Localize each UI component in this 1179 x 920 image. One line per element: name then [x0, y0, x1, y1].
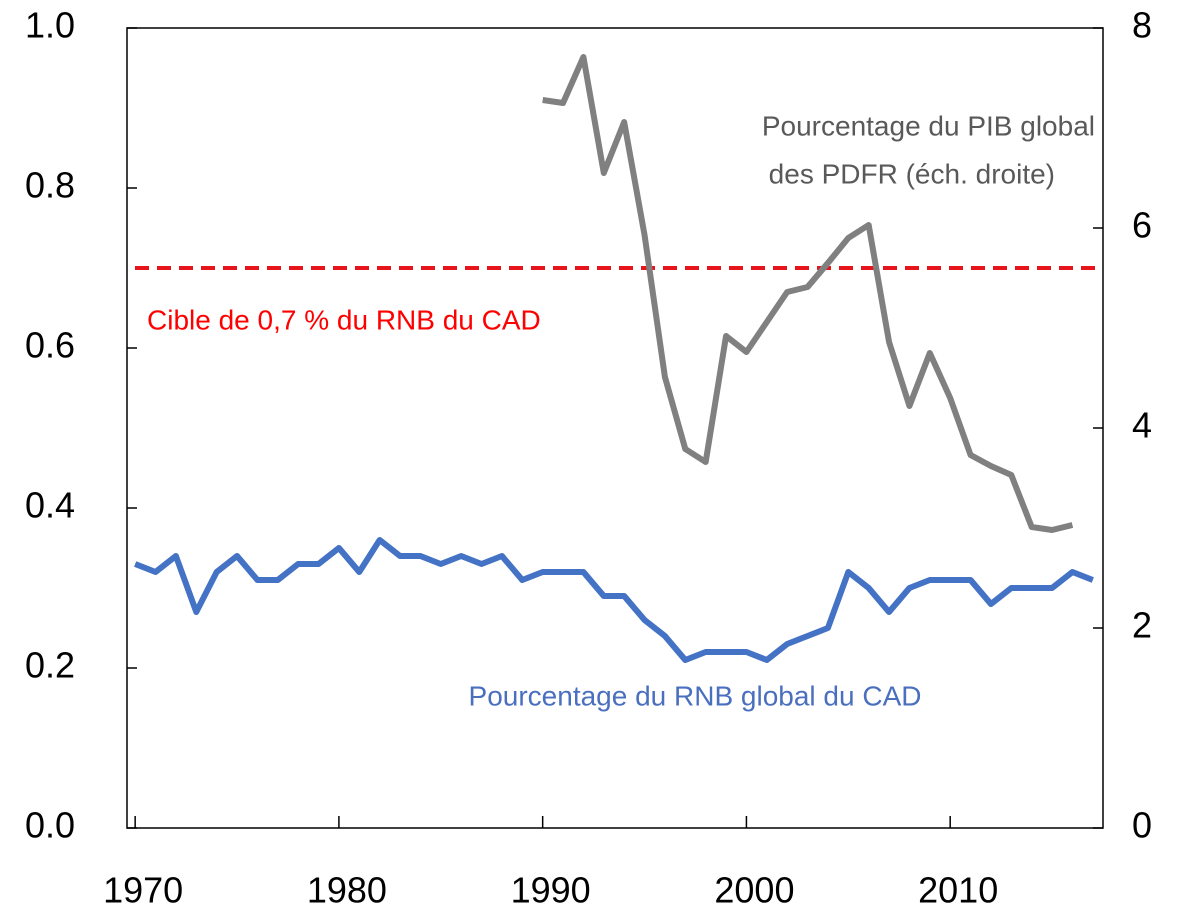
y2-tick-label: 2: [1132, 605, 1152, 646]
y2-tick-label: 0: [1132, 805, 1152, 846]
annotation: Pourcentage du PIB global: [762, 110, 1095, 141]
y-tick-label: 0.0: [25, 805, 75, 846]
y-tick-label: 0.2: [25, 645, 75, 686]
y2-tick-label: 4: [1132, 405, 1152, 446]
y2-tick-label: 8: [1132, 5, 1152, 46]
x-tick-label: 2010: [918, 870, 998, 911]
annotation: Pourcentage du RNB global du CAD: [469, 680, 922, 711]
series-line: [542, 54, 1074, 533]
y-tick-label: 0.8: [25, 165, 75, 206]
y-tick-label: 0.4: [25, 485, 75, 526]
x-tick-label: 1970: [103, 870, 183, 911]
x-tick-label: 2000: [714, 870, 794, 911]
series-line: [134, 537, 1094, 663]
y2-tick-label: 6: [1132, 205, 1152, 246]
annotation: Cible de 0,7 % du RNB du CAD: [147, 304, 541, 335]
annotation: des PDFR (éch. droite): [769, 158, 1055, 189]
y-tick-label: 0.6: [25, 325, 75, 366]
x-tick-label: 1980: [307, 870, 387, 911]
x-tick-label: 1990: [511, 870, 591, 911]
y-tick-label: 1.0: [25, 5, 75, 46]
